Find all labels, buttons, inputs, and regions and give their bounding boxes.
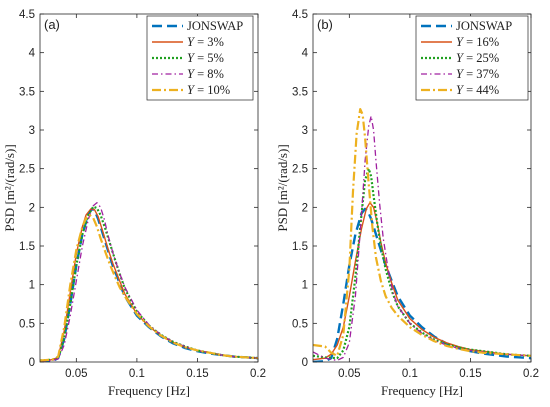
legend-entry-5: Y = 44% [456, 83, 499, 97]
y-tick-label: 3.5 [292, 86, 308, 98]
series-line-3 [40, 205, 258, 362]
legend-symbol: Y [456, 51, 465, 65]
x-tick-label: 0.15 [459, 368, 481, 380]
legend-value: = 8% [194, 67, 224, 81]
legend-entry-3: Y = 25% [456, 51, 499, 65]
legend-entry-5: Y = 10% [187, 83, 230, 97]
y-tick-label: 2 [29, 202, 35, 214]
legend-entry-4: Y = 37% [456, 67, 499, 81]
x-axis-label: Frequency [Hz] [108, 383, 190, 398]
series-line-4 [40, 202, 258, 362]
legend-value: = 5% [194, 51, 224, 65]
axes-box [312, 13, 532, 363]
axes-box [39, 13, 259, 363]
panel-label: (b) [317, 17, 333, 32]
legend-value: = 16% [463, 35, 499, 49]
series-line-5 [40, 213, 258, 362]
y-tick-label: 2.5 [19, 164, 35, 176]
series-line-4 [313, 115, 531, 362]
x-tick-label: 0.1 [402, 368, 418, 380]
x-tick-label: 0.1 [129, 368, 145, 380]
series-line-2 [313, 201, 531, 361]
legend-value: = 44% [463, 83, 499, 97]
x-tick-label: 0.2 [523, 368, 539, 380]
y-axis-label: PSD [m²/(rad/s)] [275, 144, 290, 231]
y-tick-label: 0 [29, 357, 35, 369]
y-tick-label: 0.5 [292, 318, 308, 330]
x-tick-label: 0.05 [338, 368, 360, 380]
y-tick-label: 2.5 [292, 164, 308, 176]
y-tick-label: 4 [29, 48, 36, 60]
panel-label: (a) [44, 17, 60, 32]
series-line-1 [40, 207, 258, 362]
legend-value: = 3% [194, 35, 224, 49]
series-line-3 [313, 167, 531, 360]
legend-value: = 10% [194, 83, 230, 97]
chart-panel-2: 0 0.5 1 1.5 2 2.5 3 3.5 4 4.5 0.05 0.1 0.15 0.2 Freque… [275, 9, 539, 398]
series-line-5 [313, 108, 531, 357]
y-tick-label: 3 [302, 125, 308, 137]
legend-symbol: Y [187, 51, 196, 65]
chart-panel-1: 0 0.5 1 1.5 2 2.5 3 3.5 4 4.5 0.05 0.1 0.15 0.2 Freque… [2, 9, 266, 398]
legend-entry-1: JONSWAP [456, 19, 512, 33]
y-axis-label: PSD [m²/(rad/s)] [2, 144, 17, 231]
legend-value: = 37% [463, 67, 499, 81]
y-tick-label: 1.5 [19, 241, 35, 253]
y-tick-label: 4 [302, 48, 309, 60]
series-group [40, 202, 258, 362]
y-tick-label: 0.5 [19, 318, 35, 330]
y-tick-label: 3 [29, 125, 35, 137]
y-tick-label: 0 [302, 357, 308, 369]
y-tick-label: 4.5 [292, 9, 308, 21]
y-tick-label: 1 [29, 280, 35, 292]
legend-entry-3: Y = 5% [187, 51, 224, 65]
series-group [313, 108, 531, 362]
legend-entry-4: Y = 8% [187, 67, 224, 81]
legend-symbol: Y [187, 35, 196, 49]
y-tick-label: 1 [302, 280, 308, 292]
y-tick-label: 3.5 [19, 86, 35, 98]
y-tick-label: 2 [302, 202, 308, 214]
x-axis-label: Frequency [Hz] [381, 383, 463, 398]
legend-entry-1: JONSWAP [187, 19, 243, 33]
legend-symbol: Y [456, 83, 465, 97]
y-tick-label: 1.5 [292, 241, 308, 253]
legend-symbol: Y [187, 83, 196, 97]
x-tick-label: 0.05 [65, 368, 87, 380]
x-tick-label: 0.2 [250, 368, 266, 380]
legend-entry-2: Y = 3% [187, 35, 224, 49]
legend-symbol: Y [187, 67, 196, 81]
y-tick-label: 4.5 [19, 9, 35, 21]
legend-value: = 25% [463, 51, 499, 65]
legend-symbol: Y [456, 67, 465, 81]
legend-symbol: Y [456, 35, 465, 49]
x-tick-label: 0.15 [186, 368, 208, 380]
legend-entry-2: Y = 16% [456, 35, 499, 49]
